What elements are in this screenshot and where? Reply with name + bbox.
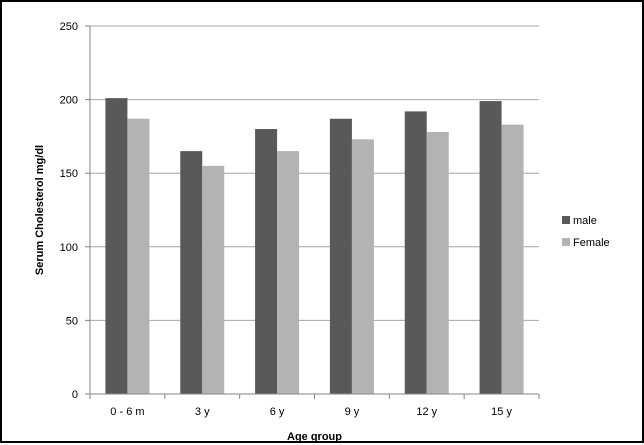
bar-male-4 [404,111,427,394]
y-tick-label: 200 [60,95,78,107]
x-tick-label: 0 - 6 m [110,406,144,418]
x-tick-label: 15 y [491,406,512,418]
bar-female-2 [277,151,300,394]
bar-female-4 [426,131,449,394]
bar-male-0 [105,98,128,395]
bar-female-5 [501,124,524,395]
bar-male-3 [329,118,352,395]
x-tick-label: 9 y [345,406,360,418]
y-tick-label: 250 [60,21,78,33]
legend-label-female: Female [573,237,610,249]
y-axis: 0 50 100 150 200 250 [60,21,91,401]
x-tick-label: 3 y [195,406,210,418]
bars [105,98,524,395]
y-tick-label: 150 [60,168,78,180]
legend: male Female [562,215,610,249]
y-axis-title: Serum Cholesterol mg/dl [34,145,46,275]
bar-female-0 [127,118,150,395]
bar-male-2 [255,129,278,394]
x-tick-label: 6 y [270,406,285,418]
y-tick-label: 50 [66,315,78,327]
legend-swatch-female [562,238,570,246]
y-tick-label: 0 [72,389,78,401]
legend-label-male: male [573,215,597,227]
gridlines [90,25,539,321]
y-tick-label: 100 [60,242,78,254]
bar-female-1 [202,165,225,394]
x-axis-title: Age group [287,431,342,443]
bar-female-3 [351,139,374,394]
x-axis: 0 - 6 m 3 y 6 y 9 y 12 y 15 y [89,393,540,418]
bar-male-5 [479,101,502,395]
bar-male-1 [180,151,203,394]
x-tick-label: 12 y [416,406,437,418]
legend-swatch-male [562,216,570,224]
